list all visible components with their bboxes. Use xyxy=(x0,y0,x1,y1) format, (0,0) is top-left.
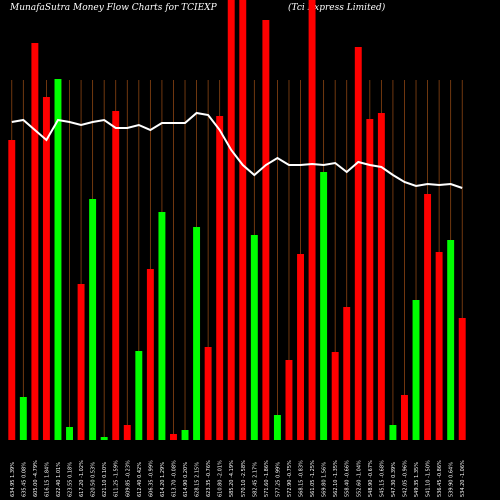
x-tick-label: 622.40 1.01% xyxy=(56,462,62,497)
x-tick-label: 534.20 -1.06% xyxy=(460,460,466,497)
x-tick-label: 623.35 -0.76% xyxy=(206,460,212,497)
x-tick-label: 562.10 -1.35% xyxy=(333,460,339,497)
x-tick-label: 605.00 -4.79% xyxy=(33,460,39,497)
x-tick-label: 568.15 -0.83% xyxy=(299,460,305,497)
bar xyxy=(401,395,408,440)
bar xyxy=(77,284,85,440)
x-tick-label: 569.80 1.56% xyxy=(322,462,328,497)
bar xyxy=(54,79,62,440)
money-flow-line xyxy=(11,111,463,189)
bar xyxy=(435,252,443,440)
x-tick-label: 547.30 0.39% xyxy=(391,462,397,497)
x-tick-label: 561.05 -1.25% xyxy=(310,460,316,497)
bar xyxy=(458,318,466,440)
x-tick-label: 609.85 -0.23% xyxy=(125,460,131,497)
x-tick-label: 585.20 -4.19% xyxy=(229,460,235,497)
x-tick-label: 616.15 1.84% xyxy=(44,462,50,497)
x-tick-label: 611.25 -1.59% xyxy=(114,460,120,497)
bar xyxy=(100,437,108,440)
x-tick-label: 582.45 2.17% xyxy=(252,462,258,497)
bar xyxy=(146,269,154,440)
bar xyxy=(262,20,270,440)
x-tick-label: 617.20 -1.02% xyxy=(79,460,85,497)
x-tick-label: 542.05 -0.96% xyxy=(402,460,408,497)
x-tick-label: 539.90 0.64% xyxy=(449,462,455,497)
x-tick-label: 606.35 -0.99% xyxy=(148,460,154,497)
bar xyxy=(66,427,73,440)
bar xyxy=(250,235,258,440)
bar xyxy=(8,140,16,440)
bar xyxy=(377,113,385,440)
bar xyxy=(216,116,224,440)
x-tick-label: 613.70 -0.08% xyxy=(171,460,177,497)
bar xyxy=(227,0,235,440)
x-tick-label: 549.35 1.35% xyxy=(414,462,420,497)
x-tick-label: 571.60 -1.86% xyxy=(264,460,270,497)
bar xyxy=(112,111,120,440)
x-tick-label: 623.55 0.18% xyxy=(68,462,74,497)
x-tick-label: 634.95 1.39% xyxy=(10,462,16,497)
x-tick-label: 552.60 -1.04% xyxy=(356,460,362,497)
bar xyxy=(343,307,351,440)
bar xyxy=(19,397,27,440)
x-tick-label: 614.90 0.20% xyxy=(183,462,189,497)
bar xyxy=(354,47,362,440)
x-tick-label: 548.90 -0.67% xyxy=(368,460,374,497)
bar xyxy=(308,0,316,440)
bar xyxy=(181,430,189,440)
bar xyxy=(204,347,212,440)
bar xyxy=(42,97,50,440)
bar xyxy=(193,227,201,440)
bar xyxy=(389,425,397,440)
x-tick-label: 628.15 2.15% xyxy=(195,462,201,497)
bar xyxy=(366,119,374,440)
x-tick-label: 536.45 -0.86% xyxy=(437,460,443,497)
x-tick-label: 612.40 0.42% xyxy=(137,462,143,497)
bar xyxy=(297,254,304,440)
bar xyxy=(89,199,97,440)
bar xyxy=(331,352,339,440)
x-tick-label: 620.50 0.53% xyxy=(91,462,97,497)
bar xyxy=(424,194,432,440)
x-tick-label: 545.15 -0.68% xyxy=(379,460,385,497)
bar xyxy=(170,434,177,440)
bar xyxy=(320,172,328,440)
bar xyxy=(239,0,247,440)
bar xyxy=(135,351,143,440)
x-tick-label: 572.90 -0.75% xyxy=(287,460,293,497)
bar xyxy=(273,415,281,440)
chart-title: MunafaSutra Money Flow Charts for TCIEXP xyxy=(9,3,218,13)
bar xyxy=(31,43,39,440)
x-tick-label: 577.25 0.99% xyxy=(275,462,281,497)
chart-subtitle: (Tci Express Limited) xyxy=(288,2,386,13)
x-tick-label: 541.10 -1.50% xyxy=(426,460,432,497)
x-tick-label: 558.40 -0.66% xyxy=(345,460,351,497)
x-tick-label: 621.10 0.10% xyxy=(102,462,108,497)
bar xyxy=(447,240,455,440)
x-tick-label: 614.20 1.29% xyxy=(160,462,166,497)
x-tick-label: 635.45 0.08% xyxy=(21,462,27,497)
x-tick-label: 570.10 -2.58% xyxy=(241,460,247,497)
bar xyxy=(285,360,293,440)
bar xyxy=(123,425,131,440)
x-tick-label: 610.80 -2.01% xyxy=(218,460,224,497)
bar xyxy=(412,300,420,440)
bar xyxy=(158,212,166,440)
